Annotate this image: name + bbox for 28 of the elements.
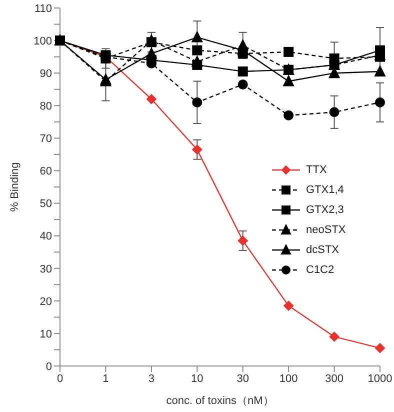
x-tick-label: 10 [191,372,204,385]
legend-label: dcSTX [306,244,340,256]
y-tick-label: 10 [40,328,52,340]
y-tick-label: 50 [40,198,52,210]
y-tick-label: 100 [34,35,52,48]
y-tick-label: 70 [40,133,52,146]
x-tick-label: 1000 [368,372,392,385]
y-tick-label: 110 [34,2,52,15]
y-tick-label: 90 [40,68,52,80]
x-tick-label: 100 [279,372,298,385]
legend-label: GTX2,3 [306,204,344,216]
x-tick-label: 0 [56,372,64,385]
x-tick-label: 300 [325,372,344,385]
x-tick-label: 3 [148,372,154,385]
y-tick-label: 60 [40,166,52,178]
x-axis-title: conc. of toxins（nM） [166,395,274,407]
y-tick-label: 0 [46,360,52,373]
y-tick-label: 40 [40,230,52,243]
y-axis-title: % Binding [8,162,21,212]
y-tick-label: 20 [40,296,52,308]
x-tick-label: 1 [102,372,109,385]
x-tick-label: 30 [236,372,249,385]
y-tick-label: 80 [40,100,52,113]
legend-label: GTX1,4 [306,184,344,196]
legend-label: C1C2 [306,264,334,276]
legend-label: neoSTX [306,224,346,236]
y-tick-label: 30 [40,263,52,276]
legend-label: TTX [306,164,327,176]
